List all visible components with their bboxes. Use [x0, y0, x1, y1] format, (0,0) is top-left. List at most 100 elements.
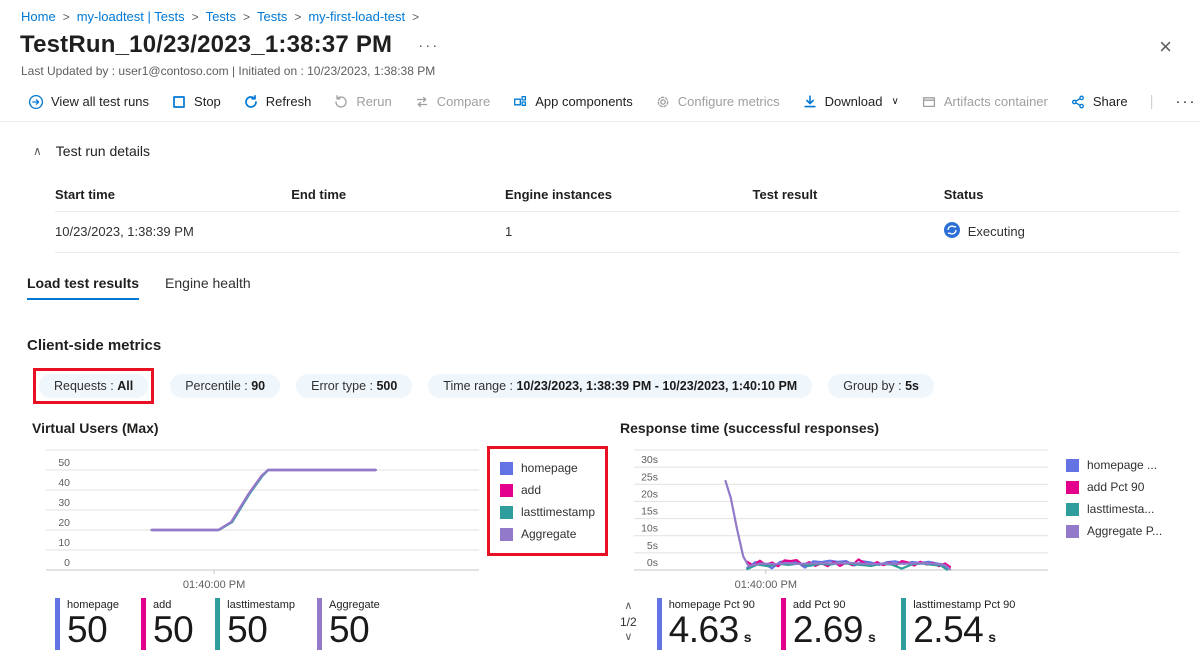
close-icon[interactable]: × [1159, 34, 1172, 59]
toolbar-item-label: Rerun [356, 94, 392, 109]
toolbar-item-label: Stop [194, 94, 221, 109]
chevron-down-icon: ∨ [891, 96, 899, 107]
response-time-chart-block: Response time (successful responses) 30s… [620, 420, 1200, 601]
svg-text:01:40:00 PM: 01:40:00 PM [735, 579, 797, 591]
cell-end-time [291, 212, 505, 252]
more-button[interactable]: ··· [1175, 93, 1197, 110]
legend-item-homepage[interactable]: homepage ... [1066, 454, 1162, 476]
toolbar-item-label: App components [535, 94, 633, 109]
stat-value: 50 [329, 609, 370, 650]
pager-label: 1/2 [620, 615, 637, 630]
stat-add: add 50 [141, 598, 194, 650]
svg-text:50: 50 [58, 457, 70, 469]
tab-engine-health[interactable]: Engine health [165, 275, 251, 291]
stat-label: add Pct 90 [792, 599, 846, 611]
breadcrumb-link-tests[interactable]: Tests [205, 9, 236, 24]
stat-texts: add 50 [153, 598, 194, 650]
toolbar-item-label: View all test runs [51, 94, 150, 109]
cell-test-result [753, 212, 944, 252]
stat-value: 50 [67, 609, 108, 650]
svg-text:0s: 0s [647, 557, 658, 569]
filter-pill-error-type[interactable]: Error type : 500 [296, 374, 413, 398]
rerun-button: Rerun [333, 94, 392, 110]
stat-unit: s [867, 629, 876, 645]
legend-item-aggregate[interactable]: Aggregate [500, 523, 595, 545]
svg-text:10s: 10s [641, 523, 658, 535]
stat-homepage: homepage 50 [55, 598, 119, 650]
svg-text:0: 0 [64, 557, 70, 569]
stat-label: homepage [67, 599, 119, 611]
svg-text:10: 10 [58, 537, 70, 549]
legend-item-aggregate-p[interactable]: Aggregate P... [1066, 520, 1162, 542]
legend-item-add[interactable]: add [500, 479, 595, 501]
column-header-engine-instances: Engine instances [505, 187, 612, 202]
filter-pill-group-by[interactable]: Group by : 5s [828, 374, 934, 398]
column-header-status: Status [943, 187, 984, 202]
legend-item-add-pct-90[interactable]: add Pct 90 [1066, 476, 1162, 498]
filter-pill-requests[interactable]: Requests : All [39, 374, 149, 398]
column-header-start-time: Start time [55, 187, 115, 202]
filter-value: 90 [251, 379, 266, 393]
svg-text:30s: 30s [641, 454, 658, 466]
breadcrumb-separator: > [62, 9, 70, 24]
stat-label: lasttimestamp [227, 599, 296, 611]
stat-texts: homepage 50 [67, 598, 119, 650]
breadcrumb-link-home[interactable]: Home [21, 9, 56, 24]
pager-down-icon[interactable]: ∨ [624, 631, 633, 644]
rerun-icon [333, 94, 349, 110]
chart-title-right: Response time (successful responses) [620, 420, 880, 436]
legend-swatch [500, 483, 513, 497]
svg-text:20: 20 [58, 517, 70, 529]
legend-item-homepage[interactable]: homepage [500, 457, 595, 479]
tab-load-test-results[interactable]: Load test results [27, 275, 140, 300]
stat-color-bar [215, 598, 221, 650]
toolbar-divider: | [1149, 93, 1154, 110]
view-all-test-runs-button[interactable]: View all test runs [28, 94, 149, 110]
response-time-legend: homepage ... add Pct 90 lasttimesta... Aggr… [1056, 446, 1172, 550]
stop-button[interactable]: Stop [171, 94, 221, 110]
page-title: TestRun_10/23/2023_1:38:37 PM [20, 31, 393, 58]
stat-label: lasttimestamp Pct 90 [913, 599, 1016, 611]
chart-canvas: 30s 25s 20s 15s 10s 5s 0s 01:40:00 PM [634, 449, 1048, 591]
legend-label: add [521, 483, 542, 497]
svg-text:15s: 15s [641, 506, 658, 518]
app-components-button[interactable]: App components [512, 94, 633, 110]
refresh-icon [243, 94, 259, 110]
title-more-icon[interactable]: ··· [418, 36, 440, 54]
stat-value: 2.54 s [913, 609, 996, 650]
collapse-chevron-icon[interactable]: ∧ [33, 144, 42, 158]
breadcrumb-separator: > [242, 9, 250, 24]
virtual-users-chart-block: Virtual Users (Max) 50 40 30 20 10 0 01:40:00 … [32, 420, 620, 601]
filter-pill-percentile[interactable]: Percentile : 90 [170, 374, 281, 398]
legend-item-lasttimesta[interactable]: lasttimesta... [1066, 498, 1162, 520]
legend-label: lasttimestamp [521, 505, 596, 519]
toolbar-item-label: Compare [436, 94, 491, 109]
breadcrumb-separator: > [191, 9, 199, 24]
share-button[interactable]: Share [1070, 94, 1128, 110]
filter-value: All [117, 379, 134, 393]
breadcrumb-link-my-loadtest-tests[interactable]: my-loadtest | Tests [76, 9, 185, 24]
stat-texts: homepage Pct 90 4.63 s [669, 598, 755, 650]
legend-swatch [1066, 480, 1079, 494]
stat-color-bar [55, 598, 60, 650]
stats-right: ∧ 1/2 ∨ homepage Pct 90 4.63 s add Pct 90 2.69 s… [620, 598, 1015, 650]
legend-swatch [500, 461, 513, 475]
download-button[interactable]: Download ∨ [802, 94, 899, 110]
refresh-button[interactable]: Refresh [243, 94, 311, 110]
stat-color-bar [317, 598, 323, 650]
legend-item-lasttimestamp[interactable]: lasttimestamp [500, 501, 595, 523]
svg-text:5s: 5s [647, 540, 658, 552]
artifacts-container-button: Artifacts container [921, 94, 1048, 110]
svg-text:20s: 20s [641, 488, 658, 500]
legend-swatch [1066, 524, 1079, 538]
breadcrumb-link-my-first-load-test[interactable]: my-first-load-test [308, 9, 406, 24]
filter-pill-time-range[interactable]: Time range : 10/23/2023, 1:38:39 PM - 10… [428, 374, 813, 398]
stat-lasttimestamp-pct-90: lasttimestamp Pct 90 2.54 s [901, 598, 1015, 650]
pager-up-icon[interactable]: ∧ [624, 600, 633, 612]
legend-swatch [500, 527, 513, 541]
stat-texts: add Pct 90 2.69 s [792, 598, 876, 650]
toolbar-item-label: Share [1092, 94, 1128, 109]
breadcrumb-link-tests[interactable]: Tests [256, 9, 288, 24]
test-run-details-header[interactable]: ∧ Test run details [0, 122, 1200, 159]
